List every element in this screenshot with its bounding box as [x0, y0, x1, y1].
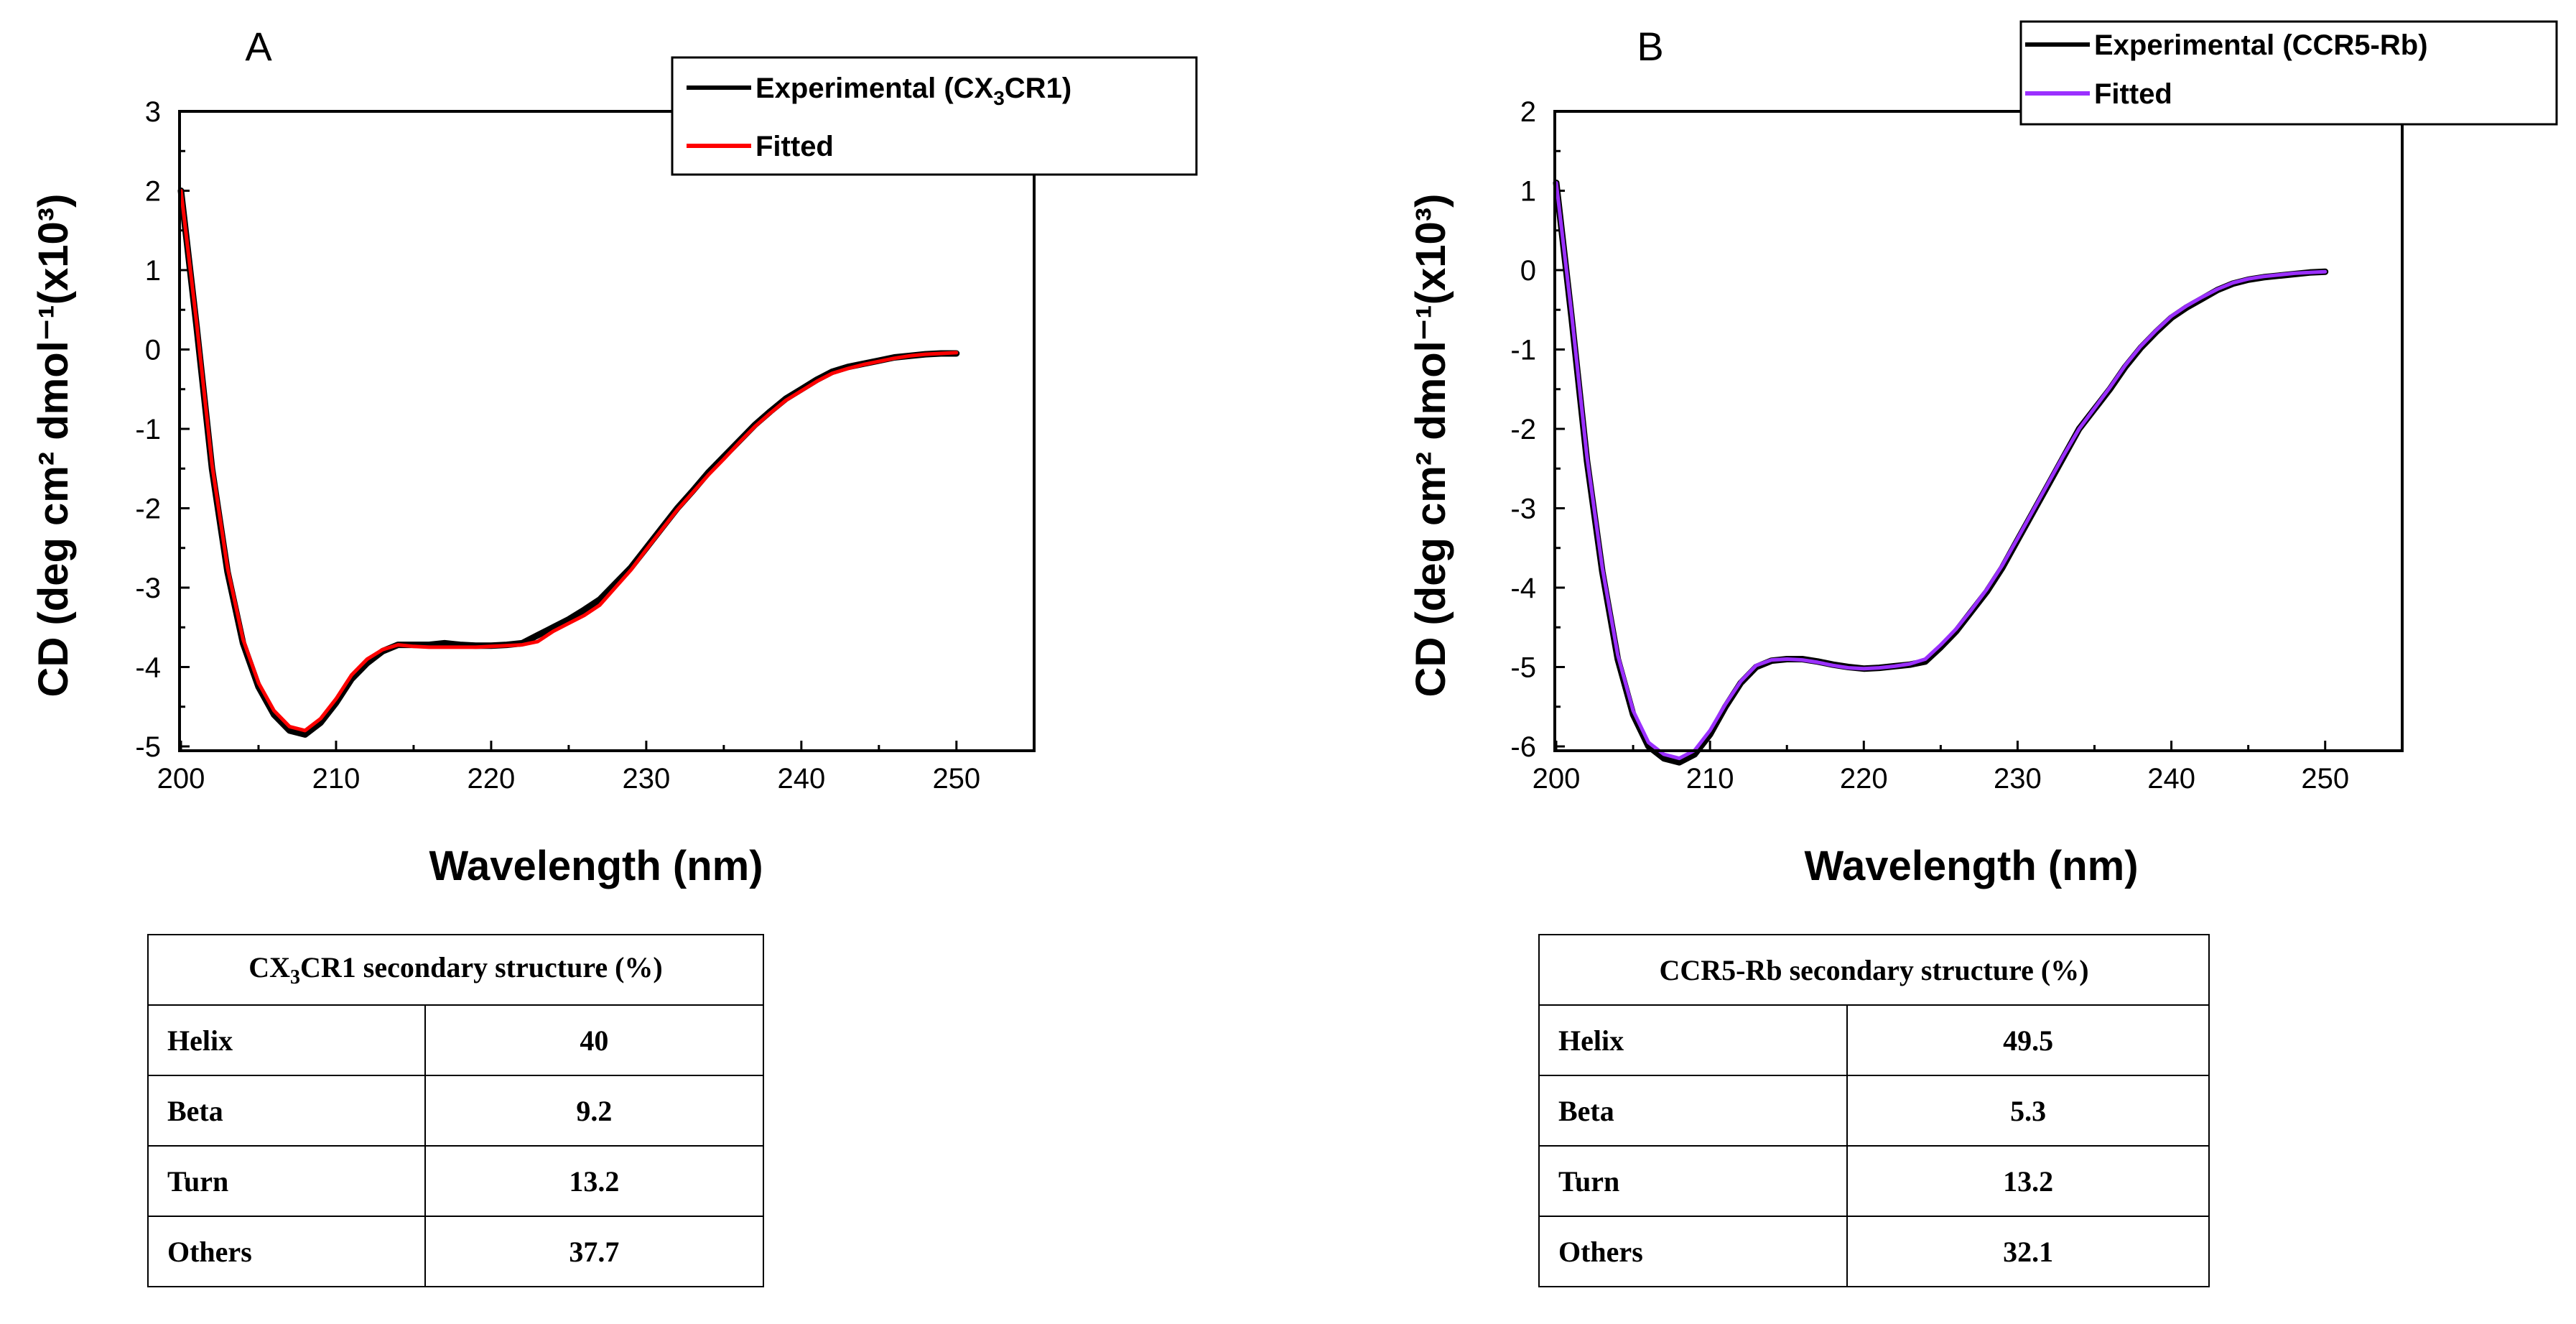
- panel-b-y-tick-label: -4: [1510, 573, 1536, 604]
- panel-a-legend-box: [671, 56, 1198, 176]
- table-row: Beta 5.3: [1538, 1075, 2210, 1147]
- row-label: Helix: [1538, 1004, 1849, 1076]
- panel-b-series: [1553, 180, 2329, 766]
- table-title-prefix: CX: [248, 951, 291, 983]
- panel-b-x-tick-label: 250: [2301, 763, 2349, 795]
- row-label: Turn: [1538, 1145, 1849, 1217]
- panel-b-y-tick-label: -1: [1510, 335, 1536, 366]
- row-value: 13.2: [424, 1145, 765, 1217]
- panel-b-x-tick-label: 200: [1533, 763, 1581, 795]
- table-title: CCR5-Rb secondary structure (%): [1538, 934, 2210, 1006]
- panel-a-x-tick-label: 210: [312, 763, 361, 795]
- panel-a-axes-box: [178, 110, 1036, 752]
- panel-b: B 200 210 220 230 240 250 -6 -5 -4 -3 -2 -1 0 1 2 Wave…: [1408, 20, 2558, 889]
- table-row: Beta 9.2: [147, 1075, 765, 1147]
- panel-b-ticks: 200 210 220 230 240 250 -6 -5 -4 -3 -2 -1 0 1 2: [1510, 96, 2349, 795]
- panel-a: A 200 210 220 230 240 250 -5 -4 -3 -2 -1 0 1 2 3 Wavel…: [30, 24, 1198, 889]
- panel-b-y-tick-label: -5: [1510, 652, 1536, 684]
- panel-a-legend-label-experimental: Experimental (CX3CR1): [755, 73, 1071, 109]
- panel-a-y-tick-label: 3: [145, 96, 161, 128]
- table-row: Turn 13.2: [147, 1145, 765, 1217]
- row-label: Others: [147, 1216, 426, 1287]
- panel-b-y-axis-title: CD (deg cm² dmol⁻¹(x10³): [1408, 194, 1454, 698]
- table-row: Helix 49.5: [1538, 1004, 2210, 1076]
- panel-b-y-tick-label: -6: [1510, 731, 1536, 763]
- panel-b-legend: Experimental (CCR5-Rb) Fitted: [2019, 20, 2558, 126]
- panel-a-legend-label-fitted: Fitted: [755, 131, 834, 162]
- panel-b-legend-box: [2019, 20, 2558, 126]
- panel-b-x-tick-label: 230: [1994, 763, 2042, 795]
- table-row: Turn 13.2: [1538, 1145, 2210, 1217]
- panel-a-y-tick-label: -5: [135, 731, 161, 763]
- table-title-subscript: 3: [290, 966, 301, 989]
- row-label: Others: [1538, 1216, 1849, 1287]
- panel-a-letter: A: [245, 24, 272, 69]
- panel-b-legend-label-fitted: Fitted: [2094, 78, 2172, 110]
- table-title-suffix: CR1 secondary structure (%): [300, 951, 663, 983]
- panel-b-y-tick-label: 1: [1520, 176, 1536, 208]
- panel-a-x-tick-label: 240: [777, 763, 825, 795]
- table-row: Others 37.7: [147, 1216, 765, 1287]
- row-label: Turn: [147, 1145, 426, 1217]
- panel-b-experimental-line: [1553, 180, 2329, 766]
- row-label: Beta: [1538, 1075, 1849, 1147]
- panel-a-x-tick-label: 200: [157, 763, 205, 795]
- panel-a-fitted-line: [179, 189, 959, 733]
- panel-a-x-axis-title: Wavelength (nm): [429, 843, 763, 889]
- row-label: Helix: [147, 1004, 426, 1076]
- panel-a-y-tick-label: -3: [135, 573, 161, 604]
- panel-b-y-tick-label: -2: [1510, 414, 1536, 445]
- panel-b-axes-box: [1553, 110, 2404, 752]
- panel-a-y-tick-label: -4: [135, 652, 161, 684]
- table-title: CX3CR1 secondary structure (%): [147, 934, 764, 1006]
- panel-a-legend: Experimental (CX3CR1) Fitted: [671, 56, 1198, 176]
- panel-b-letter: B: [1637, 24, 1663, 69]
- row-value: 40: [424, 1004, 765, 1076]
- table-row: Others 32.1: [1538, 1216, 2210, 1287]
- row-value: 5.3: [1846, 1075, 2210, 1147]
- table-title-text: CCR5-Rb secondary structure (%): [1659, 953, 2089, 986]
- panel-b-y-tick-label: -3: [1510, 494, 1536, 525]
- panel-b-x-tick-label: 220: [1840, 763, 1888, 795]
- panel-b-y-tick-label: 0: [1520, 255, 1536, 287]
- row-value: 37.7: [424, 1216, 765, 1287]
- panel-a-x-tick-label: 220: [468, 763, 516, 795]
- panel-a-y-axis-title: CD (deg cm² dmol⁻¹(x10³): [30, 194, 77, 698]
- panel-b-x-tick-label: 210: [1686, 763, 1734, 795]
- ccr5-rb-secondary-structure-table: CCR5-Rb secondary structure (%) Helix 49…: [1538, 934, 2210, 1287]
- panel-a-x-tick-label: 230: [623, 763, 671, 795]
- table-row: Helix 40: [147, 1004, 765, 1076]
- panel-b-fitted-line: [1554, 181, 2328, 761]
- panel-b-y-tick-label: 2: [1520, 96, 1536, 128]
- panel-a-experimental-line: [177, 188, 960, 738]
- row-value: 32.1: [1846, 1216, 2210, 1287]
- panel-a-y-tick-label: 2: [145, 176, 161, 208]
- row-value: 9.2: [424, 1075, 765, 1147]
- panel-b-x-axis-title: Wavelength (nm): [1804, 843, 2138, 889]
- panel-b-legend-label-experimental: Experimental (CCR5-Rb): [2094, 29, 2428, 61]
- table-header-row: CCR5-Rb secondary structure (%): [1538, 934, 2210, 1006]
- row-label: Beta: [147, 1075, 426, 1147]
- panel-b-x-tick-label: 240: [2147, 763, 2195, 795]
- panel-a-ticks: 200 210 220 230 240 250 -5 -4 -3 -2 -1 0 1 2 3: [135, 96, 980, 795]
- panel-a-y-tick-label: 0: [145, 335, 161, 366]
- panel-a-y-tick-label: 1: [145, 255, 161, 287]
- panel-a-y-tick-label: -1: [135, 414, 161, 445]
- panel-a-x-tick-label: 250: [932, 763, 980, 795]
- row-value: 13.2: [1846, 1145, 2210, 1217]
- panel-a-series: [177, 188, 960, 738]
- cx3cr1-secondary-structure-table: CX3CR1 secondary structure (%) Helix 40 …: [147, 934, 765, 1287]
- panel-a-y-tick-label: -2: [135, 494, 161, 525]
- row-value: 49.5: [1846, 1004, 2210, 1076]
- table-header-row: CX3CR1 secondary structure (%): [147, 934, 764, 1006]
